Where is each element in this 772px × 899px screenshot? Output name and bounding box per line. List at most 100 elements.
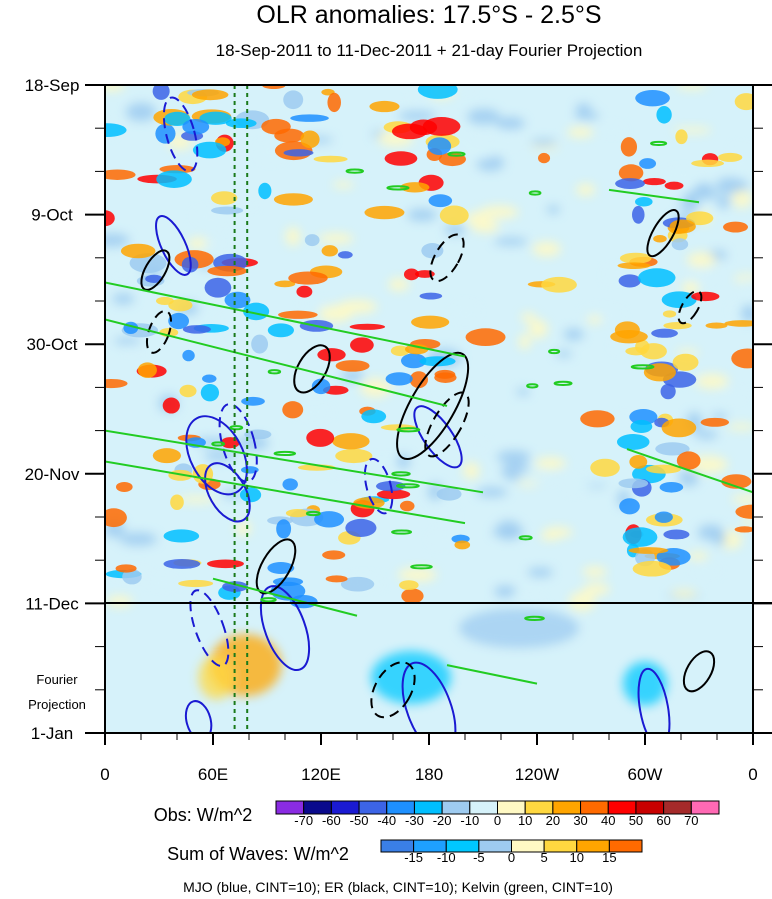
olr-anomaly-cell [741, 517, 753, 525]
olr-anomaly-cell [731, 348, 753, 369]
olr-anomaly-cell [718, 152, 743, 162]
mjo-contour [184, 700, 213, 733]
olr-anomaly-cell [663, 529, 690, 540]
olr-anomaly-cell [506, 597, 544, 607]
olr-anomaly-cell [168, 299, 193, 312]
olr-anomaly-cell [740, 304, 753, 323]
obs-legend-label: Obs: W/m^2 [154, 805, 252, 825]
olr-anomaly-cell [615, 178, 645, 190]
mjo-contour [259, 585, 311, 671]
olr-anomaly-cell [618, 274, 641, 288]
olr-anomaly-cell [105, 85, 126, 92]
olr-anomaly-cell [537, 152, 551, 164]
olr-anomaly-cell [283, 149, 314, 157]
olr-anomaly-cell [622, 527, 658, 547]
olr-anomaly-cell [616, 434, 650, 450]
olr-anomaly-cell [495, 116, 525, 130]
olr-anomaly-cell [318, 233, 354, 245]
olr-anomaly-cell [156, 170, 192, 188]
obs-legend-level: 70 [684, 813, 698, 828]
olr-anomaly-cell [684, 265, 714, 285]
olr-anomaly-cell [211, 191, 238, 205]
olr-anomaly-cell [682, 281, 700, 296]
olr-anomaly-cell [419, 292, 443, 300]
kelvin-contour [212, 577, 358, 617]
olr-anomaly-cell [211, 206, 244, 215]
olr-anomaly-cell [396, 454, 411, 469]
olr-anomaly-cell [407, 208, 437, 222]
olr-anomaly-cell [476, 487, 508, 498]
olr-anomaly-cell [176, 495, 217, 504]
olr-anomaly-field [105, 85, 753, 706]
olr-anomaly-cell [670, 589, 698, 598]
x-tick-label: 120E [301, 765, 341, 784]
y-tick-label: 20-Nov [25, 465, 80, 484]
y-tick-label: 9-Oct [31, 206, 73, 225]
kelvin-contour-small [229, 425, 244, 431]
olr-anomaly-cell [618, 478, 649, 489]
olr-anomaly-cell [337, 251, 353, 259]
olr-anomaly-cell [369, 100, 400, 113]
footer-note: MJO (blue, CINT=10); ER (black, CINT=10)… [183, 879, 613, 895]
kelvin-contour-small [526, 383, 539, 389]
olr-anomaly-cell [404, 344, 429, 355]
olr-anomaly-cell [235, 521, 251, 536]
olr-anomaly-cell [686, 252, 717, 268]
olr-anomaly-cell [282, 478, 298, 491]
olr-anomaly-cell [274, 280, 296, 288]
kelvin-contour-small [548, 348, 561, 355]
olr-anomaly-cell [240, 323, 257, 342]
olr-anomaly-cell [433, 383, 467, 398]
olr-anomaly-cell [122, 569, 142, 585]
obs-legend-level: 20 [546, 813, 560, 828]
kelvin-contour [446, 664, 538, 685]
er-contour [396, 351, 470, 461]
olr-anomaly-cell [676, 85, 708, 90]
olr-anomaly-cell [314, 511, 345, 528]
olr-anomaly-cell [435, 507, 457, 526]
olr-anomaly-cell [719, 387, 745, 400]
x-tick-label: 0 [100, 765, 109, 784]
olr-anomaly-cell [385, 372, 413, 386]
olr-anomaly-cell [397, 567, 437, 582]
olr-anomaly-cell [325, 575, 348, 583]
olr-anomaly-cell [204, 235, 220, 256]
olr-anomaly-cell [496, 450, 531, 464]
olr-anomaly-cell [115, 481, 133, 492]
olr-anomaly-cell [222, 581, 249, 592]
olr-anomaly-cell [521, 312, 536, 323]
olr-anomaly-cell [651, 328, 678, 338]
olr-anomaly-cell [411, 315, 450, 329]
obs-legend-level: 0 [494, 813, 501, 828]
obs-legend-level: -50 [350, 813, 369, 828]
olr-anomaly-cell [105, 378, 128, 389]
olr-anomaly-cell [388, 277, 410, 291]
kelvin-contour-small [524, 615, 545, 621]
olr-anomaly-cell [619, 498, 640, 515]
olr-anomaly-cell [664, 181, 684, 190]
er-contour [682, 650, 716, 693]
olr-anomaly-cell [528, 319, 548, 339]
olr-anomaly-cell [403, 268, 420, 281]
olr-anomaly-cell [662, 310, 677, 318]
x-tick-label: 180 [415, 765, 443, 784]
olr-anomaly-cell [566, 477, 590, 494]
olr-anomaly-cell [203, 450, 237, 462]
olr-anomaly-cell [345, 518, 377, 537]
olr-anomaly-cell [148, 577, 178, 588]
olr-anomaly-cell [298, 407, 332, 417]
olr-anomaly-cell [282, 401, 304, 419]
olr-anomaly-cell [639, 158, 657, 169]
mjo-contour [413, 405, 463, 469]
olr-anomaly-cell [182, 119, 210, 135]
olr-anomaly-cell [494, 585, 516, 598]
olr-anomaly-cell [267, 562, 295, 575]
obs-legend-swatch [690, 800, 720, 815]
obs-legend-level: 40 [601, 813, 615, 828]
mjo-contour [218, 403, 258, 483]
kelvin-contour-small [410, 564, 433, 570]
mjo-contour [185, 415, 248, 496]
olr-anomaly-cell [597, 124, 625, 134]
kelvin-contour-small [396, 427, 421, 433]
olr-anomaly-cell [409, 371, 429, 389]
